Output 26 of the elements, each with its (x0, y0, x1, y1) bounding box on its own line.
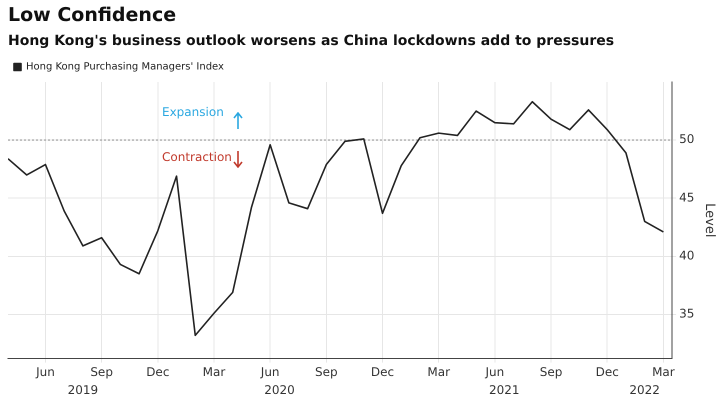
chart-subtitle: Hong Kong's business outlook worsens as China lockdowns add to pressures (8, 33, 614, 49)
x-tick-label: Jun (35, 364, 55, 379)
x-tick-label: Mar (652, 364, 675, 379)
text: 2022 (629, 383, 660, 398)
x-tick-label: Sep (540, 364, 562, 379)
x-tick-label: Jun (260, 364, 280, 379)
x-tick-label: Dec (596, 364, 619, 379)
y-tick-label: 45 (679, 190, 694, 204)
x-tick-label: Dec (370, 364, 394, 379)
x-tick-label: Jun (484, 364, 504, 379)
chart-title: Low Confidence (8, 4, 176, 26)
annotation: Expansion (162, 105, 224, 119)
y-tick-label: 40 (679, 248, 694, 262)
y-tick-label: 35 (679, 306, 694, 321)
x-tick-label: Mar (427, 364, 450, 379)
x-tick-label: Sep (315, 364, 338, 379)
x-tick-label: Mar (202, 364, 226, 379)
text: 2019 (68, 383, 98, 398)
text: 2020 (264, 383, 295, 398)
y-tick-label: 50 (679, 132, 694, 146)
y-axis-title: Level (702, 203, 717, 238)
x-tick-label: Sep (90, 364, 113, 379)
legend-label: Hong Kong Purchasing Managers' Index (26, 62, 224, 73)
x-tick-label: Dec (146, 364, 170, 379)
text: 2021 (488, 383, 520, 398)
annotation: Contraction (162, 150, 232, 164)
